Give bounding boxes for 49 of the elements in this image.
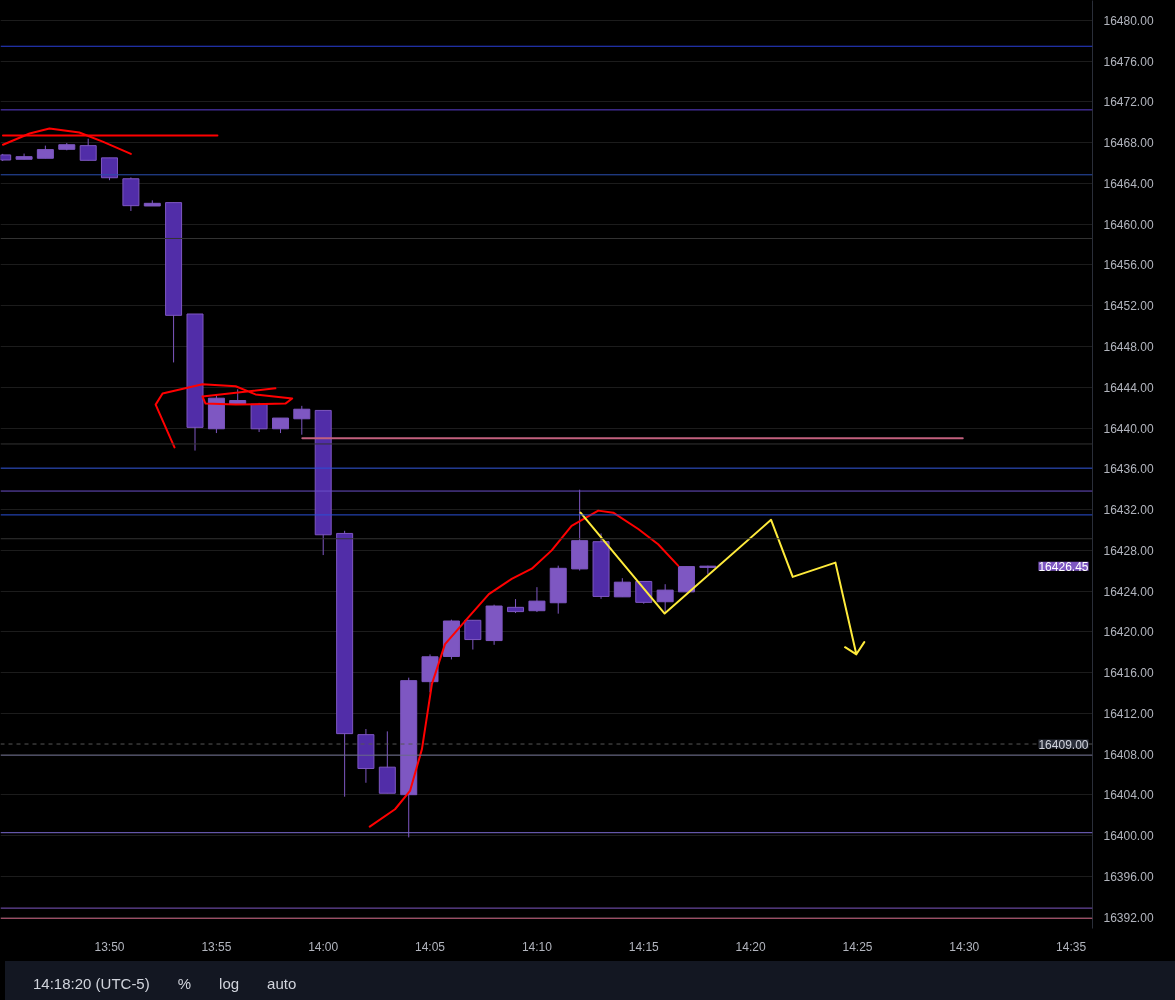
text: % <box>177 975 192 992</box>
y-tick-label: 16440.00 <box>1103 421 1154 436</box>
y-tick-label: 16412.00 <box>1103 706 1154 721</box>
y-tick-label: 16464.00 <box>1103 176 1154 191</box>
y-tick-label: 16392.00 <box>1103 910 1154 925</box>
y-tick-label: 16456.00 <box>1103 258 1154 273</box>
y-tick-label: 16468.00 <box>1103 136 1154 151</box>
x-tick-label: 14:00 <box>308 939 339 954</box>
y-tick-label: 16400.00 <box>1103 829 1154 844</box>
y-tick-label: 16476.00 <box>1103 54 1154 69</box>
annotation: 16426.45 <box>1038 559 1089 574</box>
y-tick-label: 16404.00 <box>1103 788 1154 803</box>
line-series <box>579 511 866 656</box>
candlestick <box>528 586 546 613</box>
x-tick-label: 14:35 <box>1056 939 1087 954</box>
y-tick-label: 16452.00 <box>1103 299 1154 314</box>
line-series <box>368 509 680 828</box>
y-tick-label: 16416.00 <box>1103 666 1154 681</box>
candlestick <box>464 619 482 651</box>
text: 14:18:20 (UTC-5) <box>33 975 150 992</box>
y-tick-label: 16472.00 <box>1103 95 1154 110</box>
candlestick <box>293 405 311 436</box>
candlestick <box>656 583 674 614</box>
text: auto <box>267 975 297 992</box>
line-series <box>154 383 294 449</box>
x-tick-label: 13:55 <box>201 939 232 954</box>
x-tick-label: 14:10 <box>521 939 553 954</box>
y-tick-label: 16420.00 <box>1103 625 1154 640</box>
x-tick-label: 14:20 <box>735 939 766 954</box>
text: log <box>219 975 240 992</box>
y-tick-label: 16444.00 <box>1103 380 1154 395</box>
x-tick-label: 14:30 <box>949 939 980 954</box>
y-tick-label: 16448.00 <box>1103 340 1154 355</box>
y-tick-label: 16396.00 <box>1103 870 1154 885</box>
y-tick-label: 16436.00 <box>1103 462 1154 477</box>
y-tick-label: 16428.00 <box>1103 543 1154 558</box>
ref-line-label: 16409.00 <box>1038 737 1089 752</box>
candlestick <box>699 565 717 575</box>
x-tick-label: 13:50 <box>94 939 125 954</box>
y-tick-label: 16460.00 <box>1103 217 1154 232</box>
x-tick-label: 14:05 <box>415 939 446 954</box>
y-tick-label: 16432.00 <box>1103 503 1154 518</box>
candlestick <box>79 138 97 161</box>
candlestick <box>613 577 631 598</box>
x-tick-label: 14:15 <box>628 939 660 954</box>
y-tick-label: 16480.00 <box>1103 13 1154 28</box>
x-tick-label: 14:25 <box>842 939 873 954</box>
y-tick-label: 16424.00 <box>1103 584 1154 599</box>
y-tick-label: 16408.00 <box>1103 747 1154 762</box>
